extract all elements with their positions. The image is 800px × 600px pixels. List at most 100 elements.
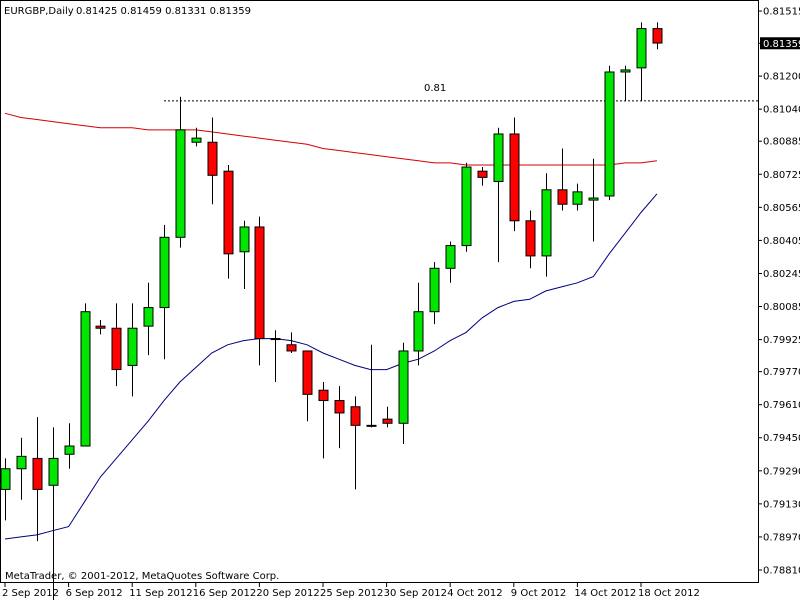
candle[interactable] bbox=[191, 127, 202, 147]
candle[interactable] bbox=[525, 210, 536, 269]
candle[interactable] bbox=[382, 406, 393, 428]
candle[interactable] bbox=[620, 65, 631, 101]
candle-body-bull bbox=[445, 245, 456, 269]
copyright-text: MetaTrader, © 2001-2012, MetaQuotes Soft… bbox=[5, 571, 279, 582]
candle[interactable] bbox=[159, 224, 170, 360]
candle[interactable] bbox=[111, 303, 122, 387]
candle[interactable] bbox=[604, 65, 615, 201]
candle[interactable] bbox=[175, 96, 186, 248]
candle[interactable] bbox=[270, 330, 281, 382]
candle[interactable] bbox=[366, 344, 377, 428]
candle[interactable] bbox=[0, 458, 11, 521]
ohlc-readout: 0.81425 0.81459 0.81331 0.81359 bbox=[76, 6, 251, 17]
candle-body-bear bbox=[286, 344, 297, 352]
candle-body-bull bbox=[16, 455, 27, 470]
candle-body-bear bbox=[254, 226, 265, 340]
y-tick-label: 0.80405 bbox=[763, 236, 800, 247]
candle-body-bull bbox=[80, 311, 91, 447]
candle-body-bear bbox=[350, 406, 361, 426]
candle[interactable] bbox=[48, 427, 59, 600]
candle[interactable] bbox=[302, 350, 313, 422]
candle-body-bear bbox=[652, 28, 663, 44]
candle[interactable] bbox=[509, 117, 520, 232]
candle-body-bull bbox=[366, 424, 377, 427]
candle[interactable] bbox=[32, 417, 43, 542]
candle-body-bull bbox=[127, 327, 138, 366]
candle-body-bear bbox=[111, 327, 122, 371]
ma-slow-layer bbox=[4, 112, 657, 166]
current-price-tag-bg bbox=[760, 37, 800, 50]
candle-body-bear bbox=[525, 220, 536, 257]
x-tick-label: 16 Sep 2012 bbox=[193, 588, 256, 599]
y-tick-label: 0.81515 bbox=[763, 7, 800, 18]
plot-frame bbox=[0, 0, 759, 583]
x-tick-label: 14 Oct 2012 bbox=[574, 588, 636, 599]
candle[interactable] bbox=[572, 183, 583, 211]
candles-layer bbox=[0, 22, 663, 600]
ma-fast-line[interactable] bbox=[4, 193, 658, 540]
candle[interactable] bbox=[477, 167, 488, 186]
candle[interactable] bbox=[95, 319, 106, 335]
candle-body-bear bbox=[382, 418, 393, 424]
candle[interactable] bbox=[223, 164, 234, 279]
candle-body-bull bbox=[159, 236, 170, 309]
x-tick-label: 30 Sep 2012 bbox=[384, 588, 447, 599]
candle[interactable] bbox=[286, 332, 297, 354]
y-tick-label: 0.79925 bbox=[763, 335, 800, 346]
candle[interactable] bbox=[207, 117, 218, 205]
candle[interactable] bbox=[445, 241, 456, 283]
candle[interactable] bbox=[398, 342, 409, 444]
candle[interactable] bbox=[16, 437, 27, 500]
x-axis: 2 Sep 2012 6 Sep 2012 11 Sep 2012 16 Sep 20… bbox=[2, 583, 700, 599]
candle-body-bull bbox=[620, 69, 631, 73]
candle-body-bull bbox=[636, 28, 647, 69]
x-tick-label: 11 Sep 2012 bbox=[129, 588, 192, 599]
y-tick-label: 0.80085 bbox=[763, 302, 800, 313]
x-tick-label: 9 Oct 2012 bbox=[511, 588, 566, 599]
x-tick-label: 4 Oct 2012 bbox=[447, 588, 502, 599]
candle[interactable] bbox=[588, 158, 599, 242]
candle[interactable] bbox=[334, 386, 345, 449]
candle-body-bear bbox=[334, 400, 345, 414]
candle-body-bull bbox=[143, 307, 154, 327]
candle-body-bear bbox=[509, 133, 520, 222]
candle[interactable] bbox=[541, 173, 552, 277]
candle[interactable] bbox=[429, 262, 440, 325]
candle-body-bull bbox=[572, 191, 583, 205]
candle[interactable] bbox=[64, 423, 75, 469]
candle[interactable] bbox=[636, 22, 647, 101]
x-tick-label: 6 Sep 2012 bbox=[66, 588, 123, 599]
candle[interactable] bbox=[493, 127, 504, 263]
candle-body-bull bbox=[413, 311, 424, 352]
candle-body-bull bbox=[604, 71, 615, 197]
y-tick-label: 0.78810 bbox=[763, 566, 800, 577]
candle[interactable] bbox=[652, 22, 663, 50]
candle-body-bull bbox=[48, 457, 59, 486]
level-label: 0.81 bbox=[424, 83, 446, 94]
candle[interactable] bbox=[318, 381, 329, 459]
candle-body-bull bbox=[493, 133, 504, 183]
candle[interactable] bbox=[413, 282, 424, 366]
candle-body-bear bbox=[477, 170, 488, 178]
chart-symbol-title: EURGBP,Daily bbox=[4, 6, 74, 17]
candle[interactable] bbox=[350, 396, 361, 490]
y-tick-label: 0.80245 bbox=[763, 269, 800, 280]
candle[interactable] bbox=[557, 148, 568, 211]
ma-slow-line[interactable] bbox=[4, 112, 657, 166]
candle[interactable] bbox=[239, 220, 250, 289]
candle[interactable] bbox=[80, 303, 91, 447]
candle[interactable] bbox=[127, 303, 138, 397]
current-price-tag-label: 0.81359 bbox=[763, 39, 800, 50]
candle[interactable] bbox=[143, 282, 154, 356]
current-price-tag: 0.81359 bbox=[760, 37, 800, 50]
candle[interactable] bbox=[461, 162, 472, 252]
candle[interactable] bbox=[254, 216, 265, 366]
